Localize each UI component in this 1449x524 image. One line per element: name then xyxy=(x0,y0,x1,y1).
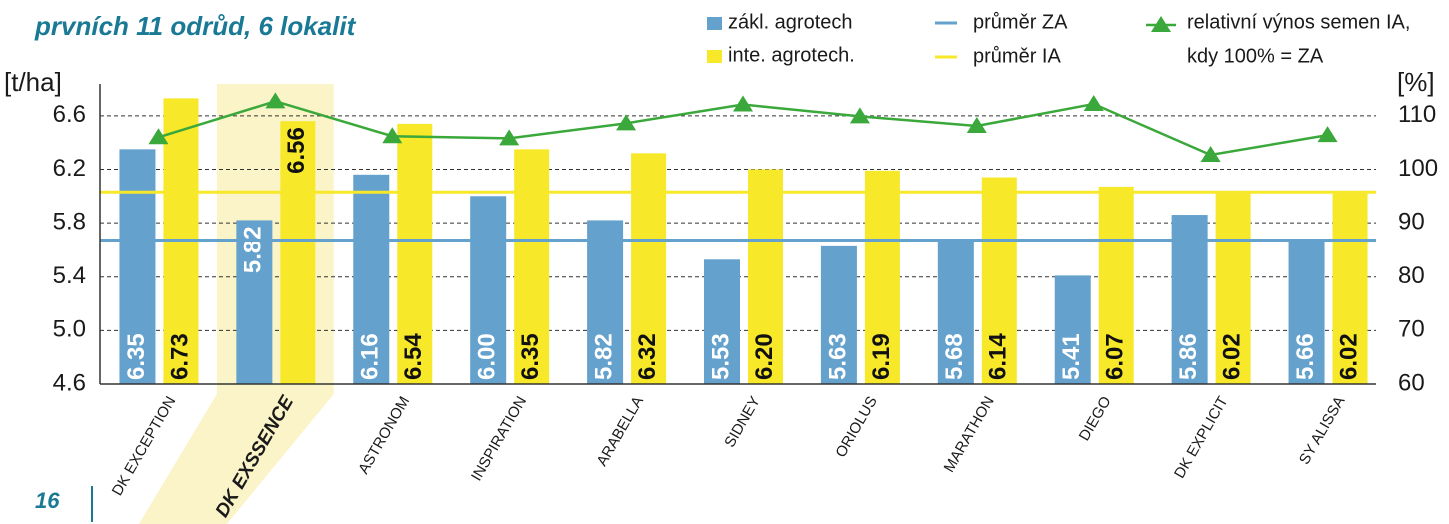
relative-yield-marker xyxy=(1200,145,1221,162)
y-tick-label: 4.6 xyxy=(53,369,86,396)
value-label: 6.35 xyxy=(123,333,150,380)
bar xyxy=(820,245,857,384)
page-number: 16 xyxy=(35,488,60,513)
bar xyxy=(704,259,740,384)
bar xyxy=(514,149,550,384)
x-tick-label: ORIOLUS xyxy=(832,393,880,460)
y-tick-label: 6.6 xyxy=(53,101,86,128)
value-label: 6.35 xyxy=(517,333,544,380)
relative-yield-marker xyxy=(382,127,403,144)
y-tick-label: 6.2 xyxy=(53,155,86,182)
legend-label: průměr IA xyxy=(973,45,1061,67)
bar xyxy=(1171,215,1208,384)
legend-label: zákl. agrotech xyxy=(728,11,853,33)
relative-yield-marker xyxy=(616,114,637,131)
value-label: 5.66 xyxy=(1292,333,1319,380)
legend-label: relativní výnos semen IA, xyxy=(1187,11,1410,33)
y-axis-label: [t/ha] xyxy=(4,67,62,97)
x-tick-label: SIDNEY xyxy=(721,393,764,450)
bar xyxy=(937,239,974,384)
legend-label: průměr ZA xyxy=(973,11,1068,33)
y2-axis-label: [%] xyxy=(1397,67,1435,97)
legend-swatch xyxy=(1151,16,1171,32)
legend-swatch xyxy=(707,17,722,30)
y2-tick-label: 70 xyxy=(1398,316,1425,343)
relative-yield-marker xyxy=(499,129,520,146)
x-tick-label: DK EXPLICIT xyxy=(1171,393,1232,481)
value-label: 6.56 xyxy=(283,127,310,174)
value-label: 6.07 xyxy=(1102,333,1129,380)
y-tick-label: 5.0 xyxy=(53,316,86,343)
bar xyxy=(397,123,433,384)
value-label: 6.14 xyxy=(985,333,1012,380)
x-tick-label: DIEGO xyxy=(1076,393,1115,443)
legend-label: kdy 100% = ZA xyxy=(1187,45,1324,67)
x-tick-label: MARATHON xyxy=(941,393,998,475)
value-label: 5.86 xyxy=(1175,333,1202,380)
value-label: 6.20 xyxy=(751,333,778,380)
bar xyxy=(1332,193,1368,384)
bar xyxy=(119,149,156,384)
relative-yield-marker xyxy=(1083,95,1104,112)
y-tick-label: 5.8 xyxy=(53,208,86,235)
relative-yield-marker xyxy=(849,107,870,124)
x-tick-label: SY ALISSA xyxy=(1296,393,1349,467)
bar xyxy=(470,196,507,384)
value-label: 5.41 xyxy=(1058,333,1085,380)
bar xyxy=(1215,193,1251,384)
y2-tick-label: 60 xyxy=(1398,369,1425,396)
chart-title: prvních 11 odrůd, 6 lokalit xyxy=(34,11,357,41)
value-label: 6.19 xyxy=(868,333,895,380)
y-tick-label: 5.4 xyxy=(53,262,86,289)
y2-tick-label: 110 xyxy=(1398,101,1436,128)
value-label: 6.73 xyxy=(166,333,193,380)
bar xyxy=(864,170,900,384)
y2-tick-label: 80 xyxy=(1398,262,1425,289)
legend-swatch xyxy=(707,50,722,63)
value-label: 6.00 xyxy=(474,333,501,380)
bar xyxy=(981,177,1017,384)
value-label: 6.02 xyxy=(1218,333,1245,380)
relative-yield-marker xyxy=(966,117,987,134)
relative-yield-marker xyxy=(148,128,169,145)
bar xyxy=(748,169,783,384)
bar xyxy=(280,121,316,384)
x-tick-label: INSPIRATION xyxy=(468,393,530,484)
value-label: 5.68 xyxy=(941,333,968,380)
value-label: 6.54 xyxy=(400,333,427,380)
value-label: 5.82 xyxy=(590,333,617,380)
bar xyxy=(353,174,390,384)
bar xyxy=(1098,186,1134,384)
y2-tick-label: 90 xyxy=(1398,208,1425,235)
relative-yield-marker xyxy=(733,95,753,112)
x-tick-label: ARABELLA xyxy=(593,393,646,469)
value-label: 6.32 xyxy=(634,333,661,380)
x-tick-label: ASTRONOM xyxy=(355,393,413,477)
bar xyxy=(1288,241,1325,384)
bar xyxy=(236,220,273,384)
legend-label: inte. agrotech. xyxy=(728,44,855,66)
bar xyxy=(587,220,624,384)
value-label: 5.63 xyxy=(824,333,851,380)
value-label: 5.53 xyxy=(707,333,734,380)
value-label: 5.82 xyxy=(240,226,267,273)
relative-yield-marker xyxy=(1317,126,1338,143)
relative-yield-marker xyxy=(265,92,286,109)
y2-tick-label: 100 xyxy=(1398,155,1438,182)
value-label: 6.02 xyxy=(1335,333,1362,380)
bar xyxy=(1054,275,1091,384)
value-label: 6.16 xyxy=(357,333,384,380)
